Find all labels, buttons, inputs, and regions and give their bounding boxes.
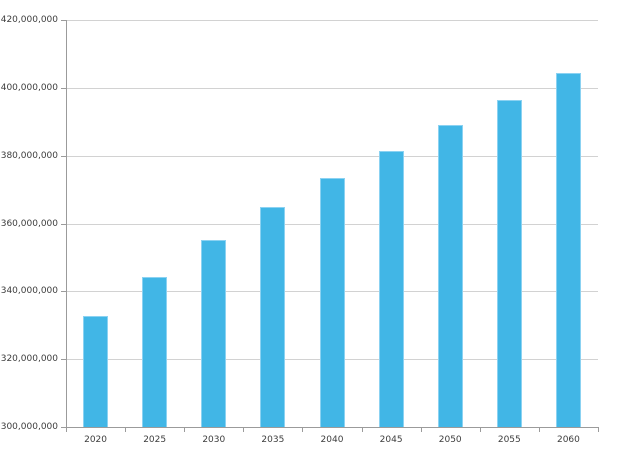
x-axis-label: 2030	[202, 435, 226, 445]
y-axis-tick	[61, 155, 66, 157]
y-axis-tick	[61, 291, 66, 293]
y-axis-tick-label: 420,000,000	[0, 15, 58, 25]
y-axis-tick-label: 380,000,000	[0, 150, 58, 161]
bar-2020	[83, 316, 109, 427]
x-axis-tick	[479, 428, 481, 432]
y-axis-tick-label: 320,000,000	[0, 354, 58, 365]
x-axis-tick	[243, 428, 245, 432]
bar-2050	[437, 125, 463, 427]
y-axis-tick	[61, 359, 66, 361]
x-axis-tick	[361, 428, 363, 432]
bar-2040	[319, 177, 345, 427]
x-axis-label: 2055	[497, 435, 521, 445]
x-axis-line	[66, 427, 599, 428]
x-axis-label: 2035	[261, 435, 285, 445]
y-axis-tick-label: 360,000,000	[0, 218, 58, 229]
y-axis-tick	[61, 20, 66, 21]
x-axis-label: 2025	[143, 435, 167, 445]
x-axis-tick	[66, 428, 67, 432]
x-axis-tick	[420, 428, 422, 432]
y-axis-tick-label: 340,000,000	[0, 286, 58, 297]
x-axis-label: 2050	[438, 435, 462, 445]
x-axis-tick	[302, 428, 304, 432]
x-axis-label: 2020	[84, 435, 107, 445]
y-axis-tick-label: 300,000,000	[0, 422, 58, 432]
bar-2030	[201, 240, 227, 427]
bar-2045	[378, 150, 404, 427]
gridline	[66, 87, 598, 89]
x-axis-tick	[184, 428, 186, 432]
bar-2025	[142, 277, 168, 427]
x-axis-tick	[598, 428, 599, 432]
y-axis-tick	[61, 223, 66, 225]
y-axis-tick	[61, 87, 66, 89]
y-axis-line	[66, 20, 67, 427]
x-axis-tick	[538, 428, 540, 432]
x-axis-label: 2045	[379, 435, 403, 445]
x-axis-label: 2060	[556, 435, 580, 445]
gridline	[66, 155, 598, 157]
bar-2060	[555, 72, 581, 427]
x-axis-label: 2040	[320, 435, 344, 445]
gridline	[66, 20, 598, 21]
y-axis-tick	[61, 427, 66, 428]
bar-2035	[260, 206, 286, 427]
x-axis-tick	[125, 428, 127, 432]
bar-2055	[496, 100, 522, 427]
y-axis-tick-label: 400,000,000	[0, 82, 58, 93]
